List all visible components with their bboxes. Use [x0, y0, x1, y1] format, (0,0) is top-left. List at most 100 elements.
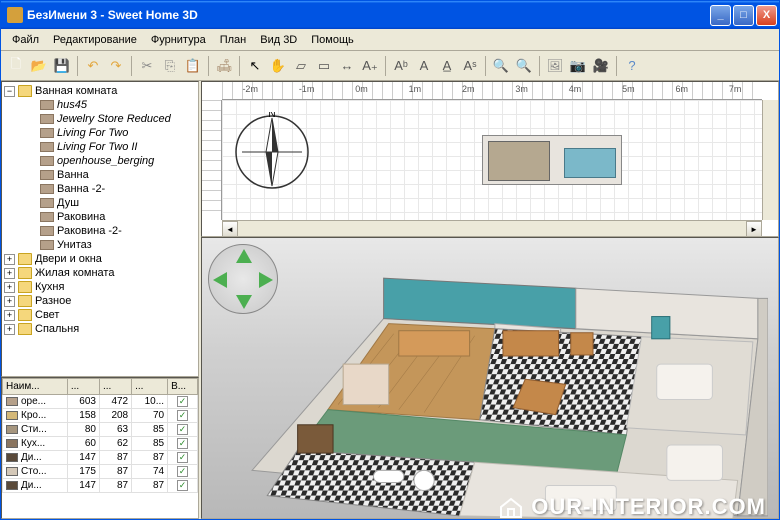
menu-помощь[interactable]: Помощь [304, 32, 361, 48]
tree-item[interactable]: +Кухня [4, 280, 196, 294]
tree-item[interactable]: +Разное [4, 294, 196, 308]
table-row[interactable]: Кух...606285✓ [3, 437, 198, 451]
scrollbar-horizontal[interactable]: ◄ ► [222, 220, 762, 236]
svg-text:N: N [268, 112, 275, 120]
toolbar-separator [616, 56, 617, 76]
catalog-tree[interactable]: − Ванная комнатаhus45Jewelry Store Reduce… [1, 81, 199, 377]
menu-план[interactable]: План [213, 32, 254, 48]
tree-item[interactable]: +Спальня [4, 322, 196, 336]
furniture-icon [40, 142, 54, 152]
visibility-checkbox[interactable]: ✓ [177, 396, 188, 407]
visibility-checkbox[interactable]: ✓ [177, 424, 188, 435]
help-icon[interactable]: ? [621, 55, 643, 77]
table-row[interactable]: Сто...1758774✓ [3, 465, 198, 479]
tree-item[interactable]: +Двери и окна [4, 252, 196, 266]
tree-item[interactable]: Раковина -2- [4, 224, 196, 238]
visibility-checkbox[interactable]: ✓ [177, 438, 188, 449]
collapse-icon[interactable]: − [4, 86, 15, 97]
ruler-label: 4m [569, 84, 582, 94]
tree-item[interactable]: Ванна -2- [4, 182, 196, 196]
menu-редактирование[interactable]: Редактирование [46, 32, 144, 48]
copy-icon[interactable]: ⎘ [159, 55, 181, 77]
save-icon[interactable]: 💾 [51, 55, 73, 77]
titlebar[interactable]: БезИмени 3 - Sweet Home 3D _ □ X [1, 1, 779, 29]
zoom-in-icon[interactable]: 🔍 [490, 55, 512, 77]
tree-item[interactable]: Унитаз [4, 238, 196, 252]
furniture-table[interactable]: Наим............В...ope...60347210...✓Кр… [1, 377, 199, 519]
scroll-right-icon[interactable]: ► [746, 221, 762, 237]
text-u-icon[interactable]: A̲ [436, 55, 458, 77]
cut-icon[interactable]: ✂ [136, 55, 158, 77]
tree-item[interactable]: openhouse_berging [4, 154, 196, 168]
pan-icon[interactable]: ✋ [267, 55, 289, 77]
text-b-icon[interactable]: Aᵇ [390, 55, 412, 77]
pointer-icon[interactable]: ↖ [244, 55, 266, 77]
table-row[interactable]: Кро...15820870✓ [3, 409, 198, 423]
table-header[interactable]: Наим... [3, 379, 68, 395]
menu-фурнитура[interactable]: Фурнитура [144, 32, 213, 48]
ruler-vertical [202, 100, 222, 220]
plan-view-2d[interactable]: -2m-1m0m1m2m3m4m5m6m7m N ◄ [201, 81, 779, 237]
close-button[interactable]: X [756, 5, 777, 26]
table-header[interactable]: ... [67, 379, 99, 395]
tree-item[interactable]: Душ [4, 196, 196, 210]
table-header[interactable]: В... [168, 379, 198, 395]
maximize-button[interactable]: □ [733, 5, 754, 26]
tree-item[interactable]: − Ванная комната [4, 84, 196, 98]
visibility-checkbox[interactable]: ✓ [177, 466, 188, 477]
expand-icon[interactable]: + [4, 324, 15, 335]
tree-item[interactable]: Ванна [4, 168, 196, 182]
tree-item[interactable]: hus45 [4, 98, 196, 112]
menu-файл[interactable]: Файл [5, 32, 46, 48]
nav-up-icon[interactable] [236, 249, 252, 263]
undo-icon[interactable]: ↶ [82, 55, 104, 77]
expand-icon[interactable]: + [4, 296, 15, 307]
expand-icon[interactable]: + [4, 310, 15, 321]
table-row[interactable]: Ди...1478787✓ [3, 451, 198, 465]
table-row[interactable]: ope...60347210...✓ [3, 395, 198, 409]
plan-canvas[interactable]: N [222, 100, 762, 220]
visibility-checkbox[interactable]: ✓ [177, 480, 188, 491]
ruler-label: 3m [515, 84, 528, 94]
paste-icon[interactable]: 📋 [182, 55, 204, 77]
redo-icon[interactable]: ↷ [105, 55, 127, 77]
compass-icon[interactable]: N [232, 112, 312, 192]
visibility-checkbox[interactable]: ✓ [177, 410, 188, 421]
text-a-icon[interactable]: A [413, 55, 435, 77]
text-icon[interactable]: A₊ [359, 55, 381, 77]
table-row[interactable]: Сти...806385✓ [3, 423, 198, 437]
tree-item[interactable]: Jewelry Store Reduced [4, 112, 196, 126]
tree-item[interactable]: +Свет [4, 308, 196, 322]
tree-label: Ванная комната [35, 85, 117, 97]
scrollbar-vertical[interactable] [762, 100, 778, 220]
zoom-out-icon[interactable]: 🔍 [513, 55, 535, 77]
expand-icon[interactable]: + [4, 254, 15, 265]
expand-icon[interactable]: + [4, 268, 15, 279]
text-s-icon[interactable]: Aˢ [459, 55, 481, 77]
furniture-icon [40, 100, 54, 110]
menu-вид 3d[interactable]: Вид 3D [253, 32, 304, 48]
expand-icon[interactable]: + [4, 282, 15, 293]
video-icon[interactable]: 🎥 [590, 55, 612, 77]
table-header[interactable]: ... [132, 379, 168, 395]
tree-item[interactable]: +Жилая комната [4, 266, 196, 280]
table-row[interactable]: Ди...1478787✓ [3, 479, 198, 493]
view-3d[interactable]: OUR-INTERIOR.COM [201, 237, 779, 519]
tree-item[interactable]: Living For Two [4, 126, 196, 140]
open-icon[interactable]: 📂 [28, 55, 50, 77]
visibility-checkbox[interactable]: ✓ [177, 452, 188, 463]
tree-item[interactable]: Living For Two II [4, 140, 196, 154]
toolbar-separator [485, 56, 486, 76]
nav-left-icon[interactable] [213, 272, 227, 288]
furniture-icon[interactable]: 🛋 [213, 55, 235, 77]
new-icon[interactable]: 🗋 [5, 55, 27, 77]
wall-icon[interactable]: ▱ [290, 55, 312, 77]
background-icon[interactable]: 🖼 [544, 55, 566, 77]
scroll-left-icon[interactable]: ◄ [222, 221, 238, 237]
tree-item[interactable]: Раковина [4, 210, 196, 224]
photo-icon[interactable]: 📷 [567, 55, 589, 77]
minimize-button[interactable]: _ [710, 5, 731, 26]
room-icon[interactable]: ▭ [313, 55, 335, 77]
table-header[interactable]: ... [99, 379, 131, 395]
dimension-icon[interactable]: ↔ [336, 55, 358, 77]
